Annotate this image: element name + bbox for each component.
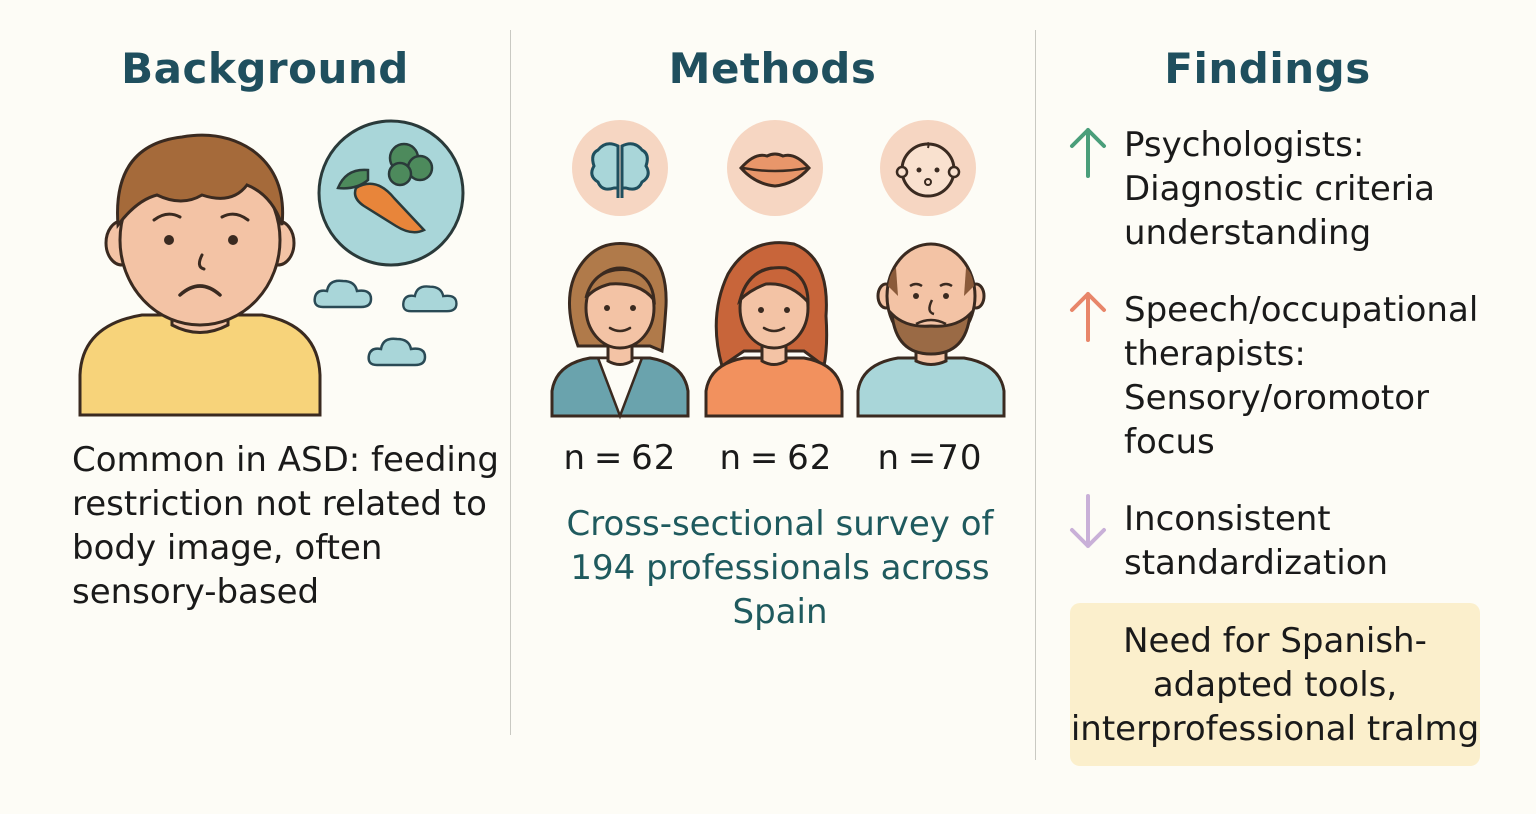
bearded-man-icon <box>856 242 1006 418</box>
findings-title: Findings <box>1164 44 1371 93</box>
cloud-icon <box>402 285 458 313</box>
cloud-icon <box>313 279 373 309</box>
cloud-icon <box>367 337 427 367</box>
finding-therapists: Speech/occupational therapists: Sensory/… <box>1124 290 1479 462</box>
speech-therapist-woman-icon <box>704 241 844 418</box>
baby-face-icon <box>880 120 976 216</box>
lips-icon <box>727 120 823 216</box>
finding-psychologists: Psychologists: Diagnostic criteria under… <box>1124 125 1436 253</box>
conclusion-callout: Need for Spanish-adapted tools, interpro… <box>1070 603 1480 766</box>
down-arrow-icon <box>1070 494 1106 548</box>
background-title: Background <box>121 44 409 93</box>
sample-size-speech-therapists: n = 62 <box>719 438 833 478</box>
sad-child-icon <box>78 133 322 417</box>
column-divider-left <box>510 30 511 735</box>
sample-size-psychologists: n = 62 <box>563 438 677 478</box>
up-arrow-icon <box>1070 128 1106 178</box>
methods-title: Methods <box>668 44 877 93</box>
conclusion-text: Need for Spanish-adapted tools, interpro… <box>1070 620 1480 749</box>
up-arrow-icon <box>1070 292 1106 342</box>
brain-icon <box>572 120 668 216</box>
carrot-broccoli-icon <box>317 119 465 267</box>
sample-size-occupational: n =70 <box>877 438 983 478</box>
psychologist-woman-icon <box>550 242 690 420</box>
finding-standardization: Inconsistent standardization <box>1124 499 1389 583</box>
methods-description: Cross-sectional survey of 194 profession… <box>566 504 994 632</box>
column-divider-right <box>1035 30 1036 760</box>
background-description: Common in ASD: feeding restriction not r… <box>72 440 499 612</box>
